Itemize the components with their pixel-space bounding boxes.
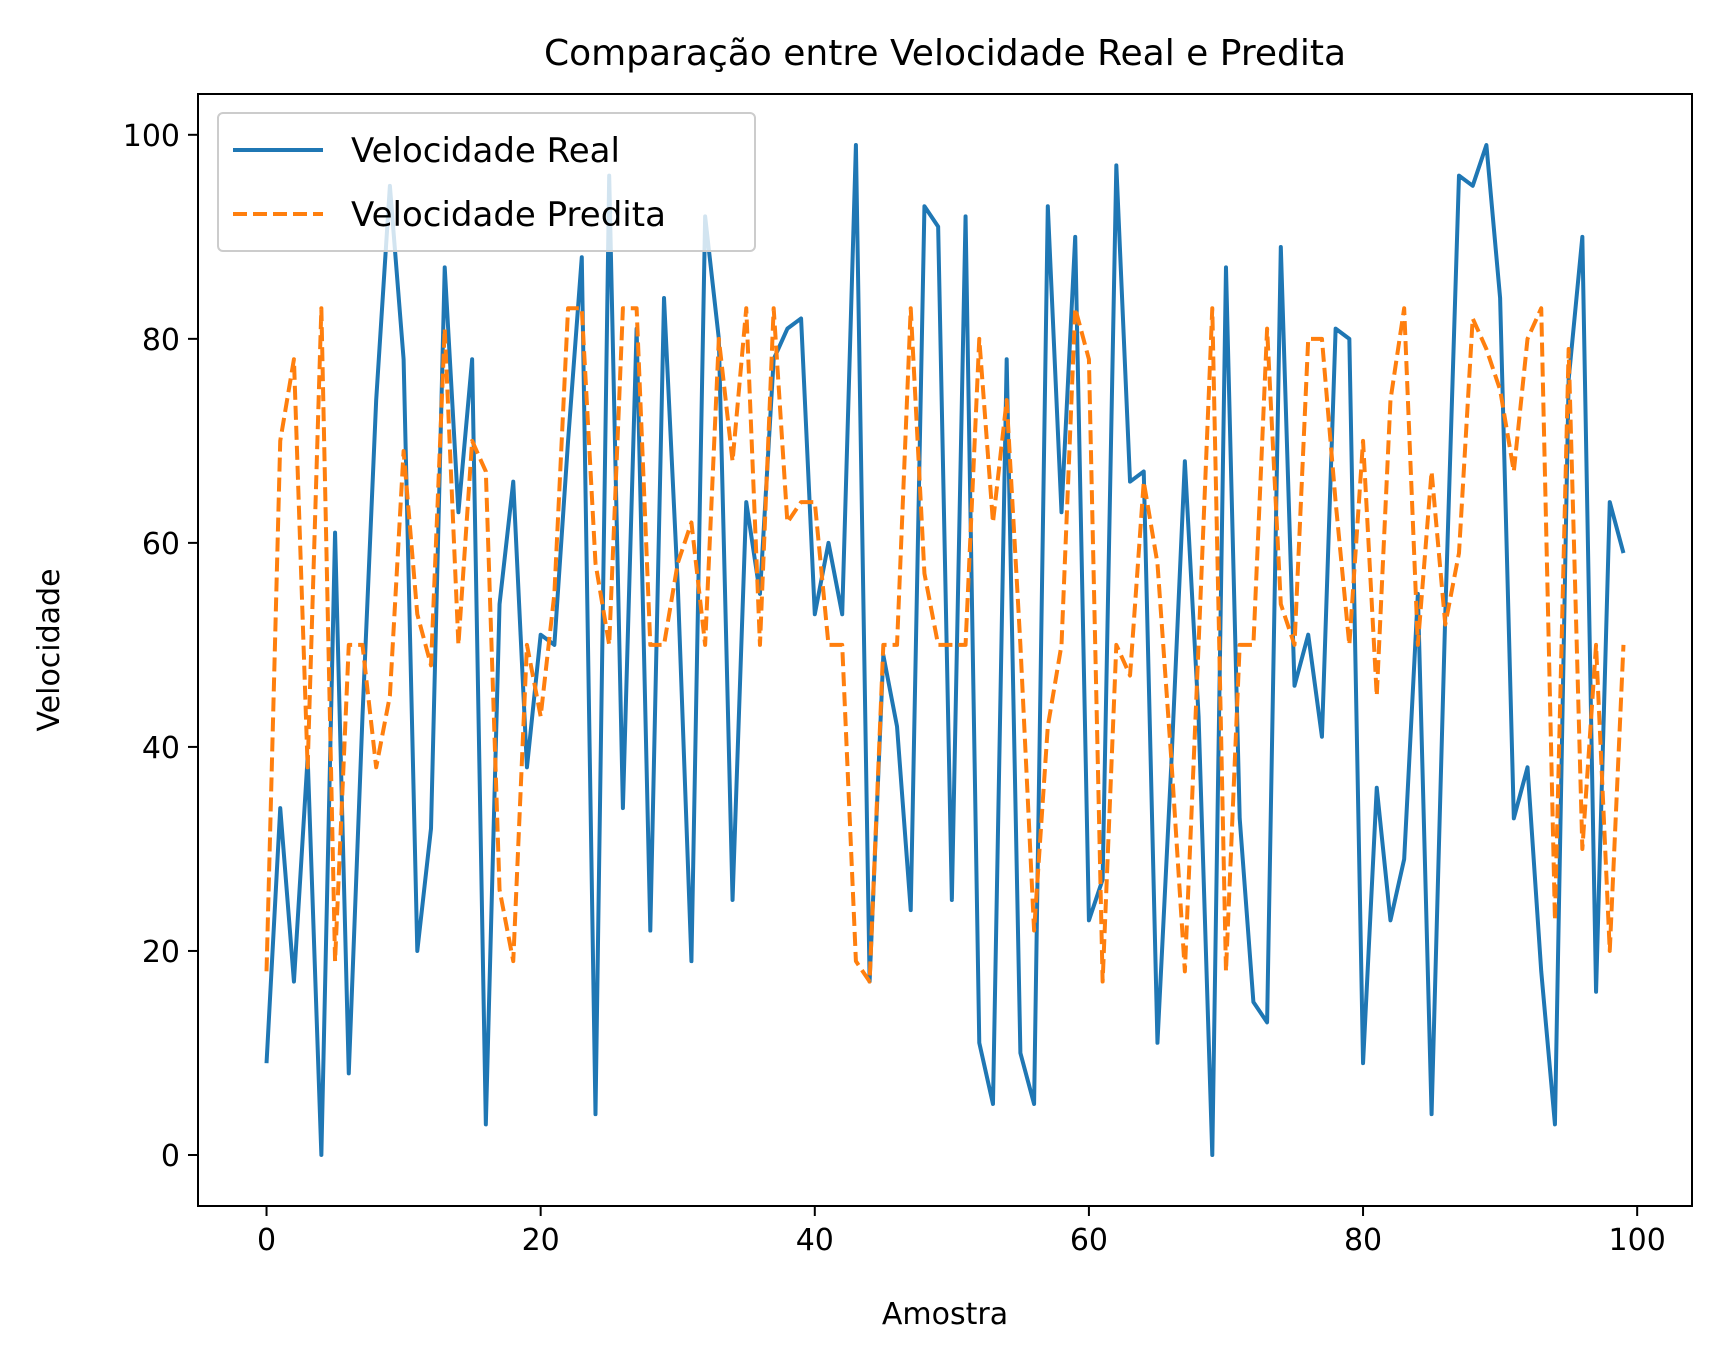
plot-frame [197, 93, 1693, 1207]
y-tick-label: 40 [142, 731, 180, 766]
y-tick-label: 20 [142, 935, 180, 970]
series-layer [264, 143, 1626, 1157]
y-tick-label: 80 [142, 323, 180, 358]
y-axis-label: Velocidade [32, 568, 67, 731]
y-tick-label: 0 [161, 1139, 180, 1174]
series-line-velocidade-real [264, 143, 1626, 1157]
x-tick-label: 0 [257, 1223, 276, 1258]
legend: Velocidade Real Velocidade Predita [217, 112, 756, 252]
y-tick-label: 60 [142, 527, 180, 562]
y-axis: 0 20 40 60 80 100 [123, 119, 198, 1174]
y-tick-label: 100 [123, 119, 180, 154]
chart-title: Comparação entre Velocidade Real e Predi… [544, 33, 1346, 74]
x-axis: 0 20 40 60 80 100 [257, 1206, 1666, 1258]
x-axis-label: Amostra [882, 1297, 1008, 1332]
x-tick-label: 80 [1344, 1223, 1382, 1258]
legend-box [217, 112, 756, 252]
legend-label-predita: Velocidade Predita [351, 195, 666, 235]
x-tick-label: 100 [1609, 1223, 1666, 1258]
legend-label-real: Velocidade Real [351, 131, 620, 171]
series-line-velocidade-predita [264, 306, 1626, 984]
x-tick-label: 60 [1070, 1223, 1108, 1258]
x-tick-label: 40 [796, 1223, 834, 1258]
x-tick-label: 20 [522, 1223, 560, 1258]
